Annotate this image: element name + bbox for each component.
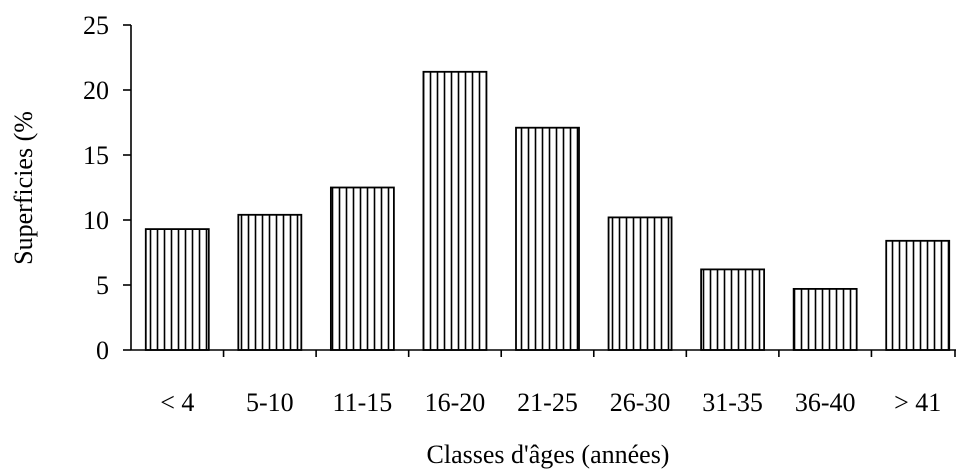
- x-axis-ticks: [222, 350, 956, 357]
- bar-2: [329, 186, 395, 351]
- x-tick-label: 16-20: [425, 388, 486, 417]
- y-axis-title: Superficies (%: [9, 111, 38, 265]
- x-tick-label: < 4: [160, 388, 194, 417]
- bar-1: [237, 213, 303, 351]
- x-axis-tick-labels: < 4 5-10 11-15 16-20 21-25 26-30 31-35 36-40 > 4…: [160, 388, 941, 417]
- x-tick-label: 26-30: [610, 388, 671, 417]
- bars: [144, 70, 951, 351]
- x-tick-label: 5-10: [246, 388, 294, 417]
- x-tick-label: 21-25: [517, 388, 578, 417]
- y-tick-label: 5: [96, 271, 109, 300]
- bar-8: [885, 239, 951, 351]
- y-axis-tick-labels: 0 5 10 15 20 25: [83, 11, 109, 365]
- y-tick-label: 20: [83, 76, 109, 105]
- x-tick-label: 11-15: [333, 388, 393, 417]
- bar-0: [144, 228, 210, 351]
- bar-4: [515, 126, 580, 351]
- x-axis-title: Classes d'âges (années): [427, 440, 670, 469]
- bar-3: [422, 70, 488, 351]
- bar-6: [700, 268, 766, 351]
- x-tick-label: 36-40: [795, 388, 856, 417]
- y-tick-label: 25: [83, 11, 109, 40]
- x-tick-label: 31-35: [702, 388, 763, 417]
- bar-7: [792, 287, 858, 351]
- y-tick-label: 0: [96, 336, 109, 365]
- y-tick-label: 10: [83, 206, 109, 235]
- y-axis-ticks: [123, 24, 131, 351]
- y-tick-label: 15: [83, 141, 109, 170]
- bar-5: [607, 216, 673, 351]
- x-tick-label: > 41: [894, 388, 941, 417]
